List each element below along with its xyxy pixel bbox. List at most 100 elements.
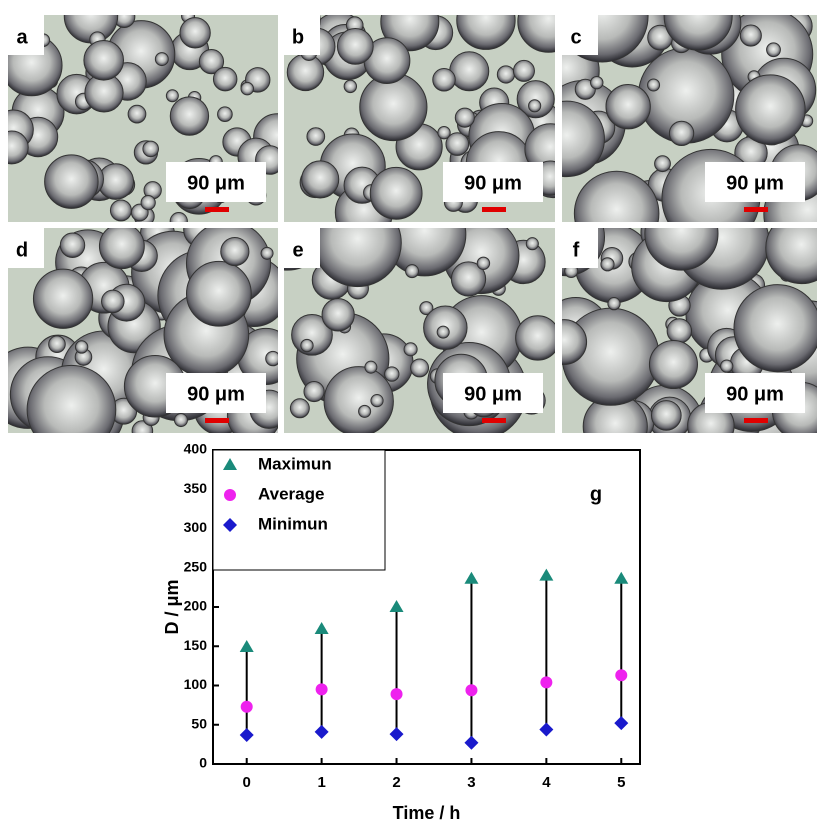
panel-label: d [16,239,28,261]
droplet [83,39,125,81]
droplet [562,319,588,365]
y-tick-label: 100 [184,676,208,692]
droplet [109,199,132,222]
droplet [607,296,621,311]
scale-bar [205,418,229,423]
y-tick-label: 150 [184,637,208,653]
droplet [437,125,451,140]
droplet [220,236,250,267]
x-tick-label: 1 [317,774,325,791]
droplet [74,340,89,354]
droplet [48,335,66,354]
marker-diamond [223,518,237,532]
droplet [217,106,233,123]
droplet [720,359,734,373]
droplet [644,228,719,271]
marker-diamond [314,724,329,739]
droplet [240,81,254,96]
droplet [647,78,661,92]
droplet [733,284,817,373]
droplet [142,140,159,158]
legend-label: Minimun [258,514,328,533]
marker-triangle [614,571,629,584]
label-box [562,228,598,268]
marker-circle [390,688,403,701]
droplet [419,301,434,316]
marker-triangle [389,600,404,612]
scale-label: 90 μm [464,172,522,194]
marker-diamond [539,722,554,737]
legend-label: Average [258,484,324,503]
y-tick-label: 200 [184,598,208,614]
label-box [8,15,44,55]
y-tick-label: 400 [184,441,208,457]
droplet [289,398,310,419]
micrograph: f 90 μm [562,228,817,433]
droplet [300,338,314,353]
droplet [44,154,99,209]
x-tick-label: 2 [392,774,400,791]
panel-label: f [573,239,580,261]
droplet [450,261,487,297]
marker-triangle [239,640,254,653]
micrograph: e 90 μm [284,228,555,433]
scale-box [705,373,805,413]
scale-box [166,162,266,202]
marker-circle [465,684,478,697]
droplet [364,360,378,374]
legend-box [212,449,386,571]
droplet [516,80,555,119]
droplet [369,166,423,220]
panel-label: e [292,239,303,261]
droplet [663,15,733,51]
scale-box [166,373,266,413]
droplet [323,366,394,433]
droplet [562,100,605,178]
marker-triangle [539,568,554,581]
micrograph: b 90 μm [284,15,555,222]
y-tick-label: 50 [191,715,207,731]
x-tick-label: 3 [467,774,475,791]
droplet [8,130,29,165]
y-tick-label: 350 [184,480,208,496]
marker-diamond [614,716,629,731]
droplet [169,212,188,222]
droplet [765,228,817,285]
scale-bar [744,418,768,423]
droplet [173,413,188,428]
y-tick-label: 300 [184,519,208,535]
micrograph: d 90 μm [8,228,278,433]
droplet [449,51,490,92]
droplet [525,237,539,251]
y-tick-label: 250 [184,558,208,574]
droplet [735,74,806,145]
droplet [165,89,179,103]
droplet [101,289,125,314]
marker-circle [240,700,253,713]
marker-diamond [389,727,404,742]
droplet [432,68,456,92]
droplet [59,232,86,258]
micrograph: c 90 μm [562,15,817,222]
droplet [169,96,210,136]
droplet [573,170,660,222]
label-box [284,15,320,55]
marker-circle [315,683,328,696]
droplet [454,107,475,128]
x-tick-label: 5 [617,774,625,791]
scale-label: 90 μm [726,172,784,194]
droplet [600,257,615,272]
droplet [456,15,516,50]
droplet [654,155,671,173]
scale-box [705,162,805,202]
droplet [32,268,94,329]
droplet [648,339,698,390]
droplet [445,132,470,156]
marker-diamond [239,727,254,742]
scale-label: 90 μm [726,383,784,405]
scale-label: 90 μm [464,383,522,405]
droplet [370,394,384,408]
droplet [343,79,358,94]
droplet [766,42,781,58]
